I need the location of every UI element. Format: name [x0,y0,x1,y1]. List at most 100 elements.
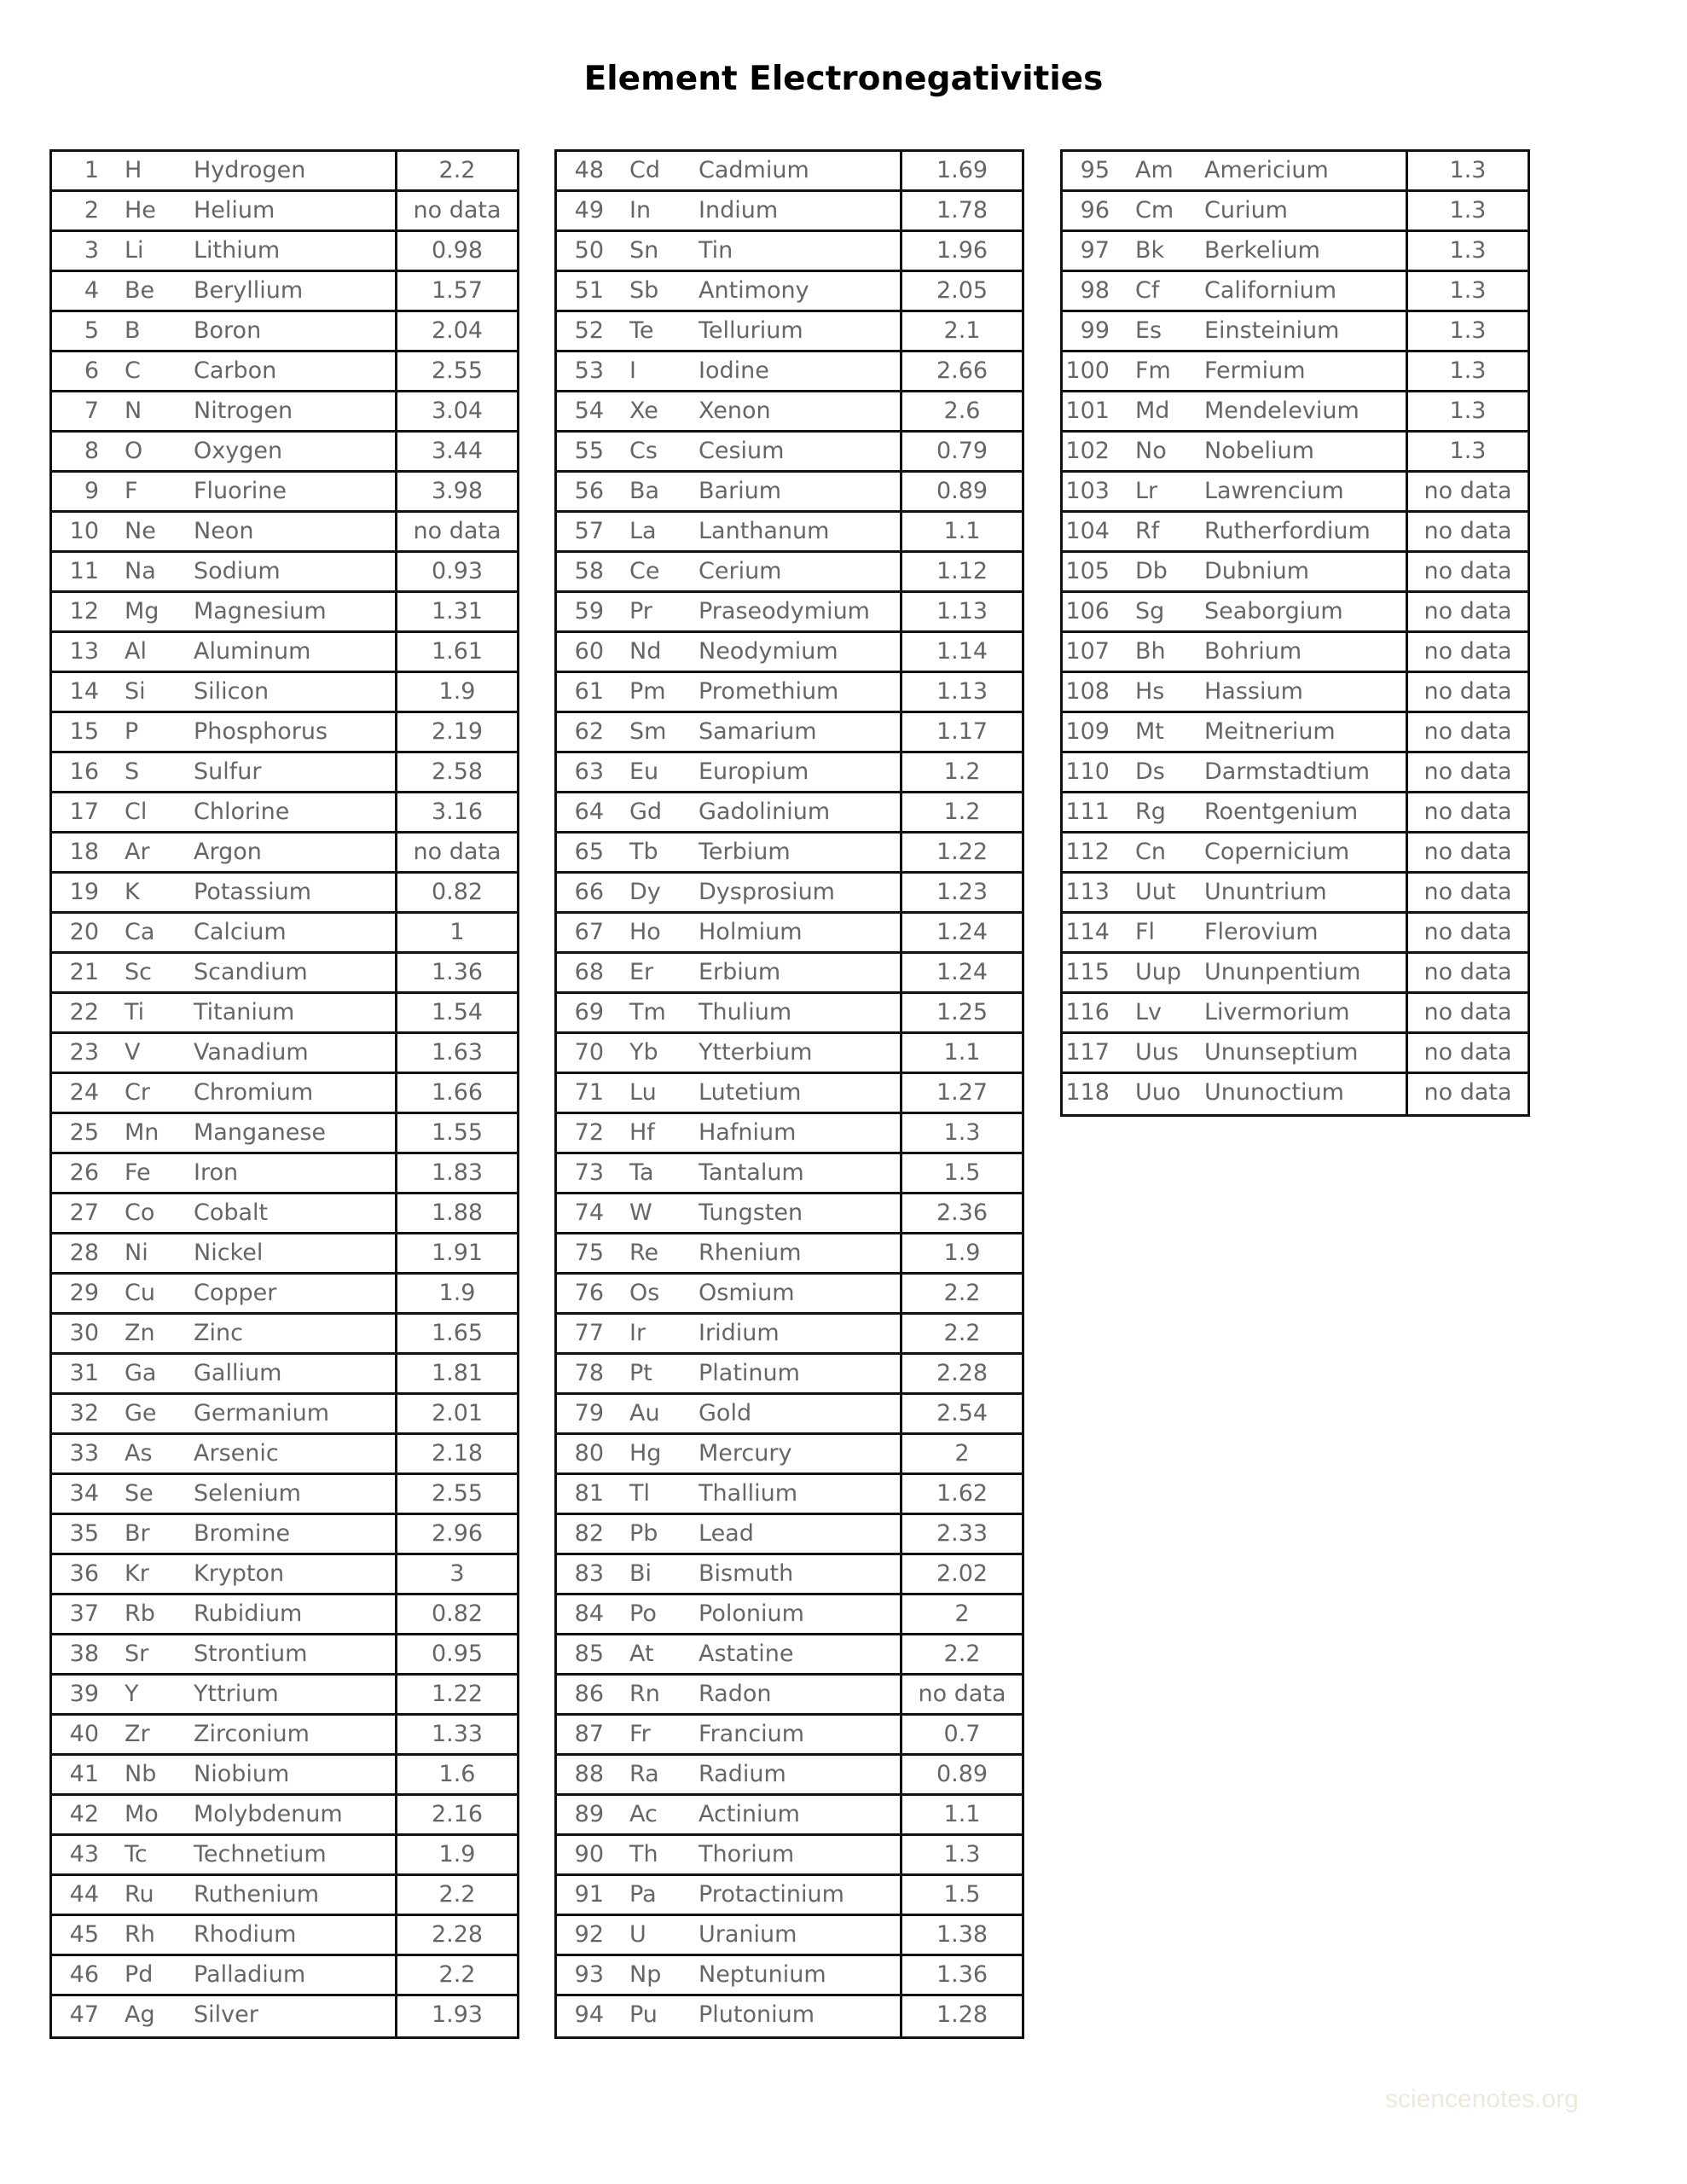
atomic-number: 22 [69,999,99,1025]
atomic-number: 1 [84,157,99,183]
atomic-number: 109 [1065,718,1110,745]
element-name: Bismuth [699,1560,794,1587]
table-row: 14 Si Silicon 1.9 [52,673,517,713]
electronegativity-value: 2.28 [900,1355,1022,1392]
element-name: Curium [1204,197,1288,224]
element-name: Cesium [699,438,785,464]
atomic-number: 105 [1065,558,1110,584]
table-row: 19 K Potassium 0.82 [52,874,517,914]
electronegativity-value: 1.3 [1406,433,1528,470]
table-row: 77 Ir Iridium 2.2 [557,1315,1022,1355]
atomic-number: 12 [69,598,99,624]
element-name: Sodium [194,558,281,584]
table-row: 59 Pr Praseodymium 1.13 [557,593,1022,633]
element-name: Tantalum [699,1159,804,1186]
electronegativity-value: no data [395,513,517,550]
element-symbol: V [125,1039,141,1066]
table-row: 28 Ni Nickel 1.91 [52,1234,517,1275]
element-symbol: Hs [1135,678,1165,705]
electronegativity-value: 1.83 [395,1154,517,1192]
element-name: Dysprosium [699,879,835,905]
table-row: 4 Be Beryllium 1.57 [52,272,517,312]
element-name: Neodymium [699,638,838,665]
electronegativity-value: 1.14 [900,633,1022,671]
electronegativity-value: 1.5 [900,1154,1022,1192]
electronegativity-value: 1.55 [395,1114,517,1152]
electronegativity-value: 1.63 [395,1034,517,1072]
table-row: 104 Rf Rutherfordium no data [1063,513,1528,553]
element-symbol: Uup [1135,959,1182,985]
element-name: Holmium [699,919,803,945]
element-name: Osmium [699,1280,795,1306]
element-name: Thulium [699,999,792,1025]
element-name: Radon [699,1681,772,1707]
electronegativity-value: 0.95 [395,1635,517,1673]
table-row: 78 Pt Platinum 2.28 [557,1355,1022,1395]
table-row: 86 Rn Radon no data [557,1676,1022,1716]
atomic-number: 68 [574,959,604,985]
electronegativity-value: 3.16 [395,793,517,831]
atomic-number: 91 [574,1881,604,1908]
atomic-number: 51 [574,277,604,304]
atomic-number: 48 [574,157,604,183]
element-name: Chromium [194,1079,314,1106]
element-name: Meitnerium [1204,718,1336,745]
atomic-number: 97 [1080,237,1110,264]
element-symbol: Pr [629,598,652,624]
table-row: 90 Th Thorium 1.3 [557,1836,1022,1876]
table-row: 30 Zn Zinc 1.65 [52,1315,517,1355]
element-symbol: No [1135,438,1167,464]
electronegativity-value: 2.16 [395,1796,517,1833]
element-table-2: 48 Cd Cadmium 1.69 49 In Indium 1.78 50 Sn Tin 1.96… [554,149,1024,2039]
element-symbol: Uuo [1135,1079,1181,1106]
element-symbol: I [629,357,636,384]
element-name: Plutonium [699,2001,815,2028]
atomic-number: 38 [69,1641,99,1667]
element-name: Silicon [194,678,270,705]
element-name: Rubidium [194,1600,303,1627]
electronegativity-value: 2.66 [900,352,1022,390]
table-row: 98 Cf Californium 1.3 [1063,272,1528,312]
electronegativity-value: 1.91 [395,1234,517,1272]
table-row: 39 Y Yttrium 1.22 [52,1676,517,1716]
electronegativity-value: 1.9 [395,673,517,711]
atomic-number: 112 [1065,839,1110,865]
electronegativity-value: no data [1406,713,1528,751]
electronegativity-value: 1.78 [900,192,1022,229]
element-symbol: Sm [629,718,667,745]
table-row: 109 Mt Meitnerium no data [1063,713,1528,753]
element-symbol: Cm [1135,197,1174,224]
electronegativity-value: no data [1406,874,1528,911]
atomic-number: 23 [69,1039,99,1066]
atomic-number: 24 [69,1079,99,1106]
electronegativity-value: 1.24 [900,914,1022,951]
table-row: 61 Pm Promethium 1.13 [557,673,1022,713]
element-name: Potassium [194,879,312,905]
element-symbol: Ni [125,1240,148,1266]
electronegativity-value: no data [1406,593,1528,630]
atomic-number: 5 [84,317,99,344]
element-symbol: Mg [125,598,159,624]
table-row: 99 Es Einsteinium 1.3 [1063,312,1528,352]
element-name: Nobelium [1204,438,1314,464]
atomic-number: 17 [69,799,99,825]
element-name: Molybdenum [194,1801,343,1827]
element-name: Fermium [1204,357,1306,384]
atomic-number: 61 [574,678,604,705]
electronegativity-value: 2.55 [395,1475,517,1513]
atomic-number: 33 [69,1440,99,1467]
atomic-number: 15 [69,718,99,745]
electronegativity-value: 1.22 [395,1676,517,1713]
element-symbol: He [125,197,156,224]
element-symbol: Zr [125,1721,150,1747]
atomic-number: 25 [69,1119,99,1146]
element-symbol: Ce [629,558,660,584]
table-row: 35 Br Bromine 2.96 [52,1515,517,1555]
atomic-number: 80 [574,1440,604,1467]
atomic-number: 29 [69,1280,99,1306]
element-name: Lithium [194,237,281,264]
electronegativity-value: 3.44 [395,433,517,470]
element-name: Neptunium [699,1961,826,1988]
table-row: 25 Mn Manganese 1.55 [52,1114,517,1154]
element-name: Actinium [699,1801,800,1827]
